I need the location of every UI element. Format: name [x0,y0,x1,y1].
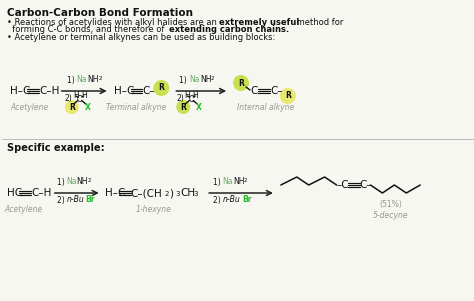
Text: 1): 1) [213,178,223,187]
Text: C–H: C–H [39,86,59,96]
Text: HC: HC [7,188,22,198]
Text: Acetylene: Acetylene [5,204,43,213]
Text: 2: 2 [244,178,247,183]
Text: C: C [250,86,257,96]
Text: Na: Na [189,76,200,85]
Text: H–C: H–C [114,86,134,96]
Circle shape [233,75,249,91]
Circle shape [176,100,190,114]
Text: C–H: C–H [31,188,51,198]
Text: 2: 2 [99,76,102,81]
Text: Br: Br [86,196,95,204]
Text: Internal alkyne: Internal alkyne [237,104,294,113]
Text: 5-decyne: 5-decyne [373,210,408,219]
Text: Br: Br [242,196,252,204]
Text: Specific example:: Specific example: [7,143,105,153]
Text: Terminal alkyne: Terminal alkyne [106,104,166,113]
Text: –C: –C [337,180,349,190]
Text: C–(CH: C–(CH [130,188,162,198]
Text: C–: C– [359,180,372,190]
Text: (51%): (51%) [379,200,402,209]
Text: R: R [180,103,186,111]
Text: NH: NH [200,76,212,85]
Text: n-Bu: n-Bu [67,196,84,204]
Text: 2: 2 [164,191,169,197]
Text: Na: Na [222,178,233,187]
Text: • Reactions of acetylides with alkyl halides are an: • Reactions of acetylides with alkyl hal… [7,18,219,27]
Text: H: H [73,91,79,100]
Text: Acetylene: Acetylene [11,104,49,113]
Circle shape [65,100,79,114]
Text: C–: C– [270,86,283,96]
Text: R: R [69,103,75,111]
Text: X: X [196,103,202,111]
Text: NH: NH [77,178,88,187]
Text: NH: NH [88,76,99,85]
Text: method for: method for [294,18,343,27]
Text: ): ) [169,188,173,198]
Text: R: R [158,83,164,92]
Text: forming C-C bonds, and therefore of: forming C-C bonds, and therefore of [7,25,167,34]
Text: H: H [192,91,198,100]
Text: H: H [184,91,190,100]
Circle shape [280,88,296,104]
Text: 3: 3 [175,191,180,197]
Text: C–: C– [143,86,155,96]
Text: R: R [238,79,244,88]
Text: Na: Na [66,178,76,187]
Text: NH: NH [233,178,245,187]
Text: 2): 2) [65,94,73,103]
Text: H–C: H–C [105,188,125,198]
Text: 2: 2 [88,178,91,183]
Text: n-Bu: n-Bu [223,196,241,204]
Text: 2): 2) [57,196,67,204]
Text: Na: Na [77,76,87,85]
Text: Carbon-Carbon Bond Formation: Carbon-Carbon Bond Formation [7,8,193,18]
Text: 2): 2) [213,196,223,204]
Text: 1): 1) [57,178,67,187]
Text: • Acetylene or terminal alkynes can be used as building blocks:: • Acetylene or terminal alkynes can be u… [7,33,275,42]
Text: R: R [285,92,291,101]
Text: H: H [81,91,87,100]
Text: extremely useful: extremely useful [219,18,300,27]
Text: extending carbon chains.: extending carbon chains. [169,25,290,34]
Text: 2): 2) [176,94,184,103]
Text: 3: 3 [193,191,198,197]
Text: X: X [85,103,91,111]
Text: 1): 1) [179,76,190,85]
Text: C: C [77,95,82,104]
Text: C: C [189,95,194,104]
Text: 1-hexyne: 1-hexyne [136,204,171,213]
Circle shape [154,80,169,96]
Text: 1): 1) [67,76,77,85]
Text: CH: CH [180,188,195,198]
Text: H–C: H–C [10,86,30,96]
Text: 2: 2 [211,76,215,81]
